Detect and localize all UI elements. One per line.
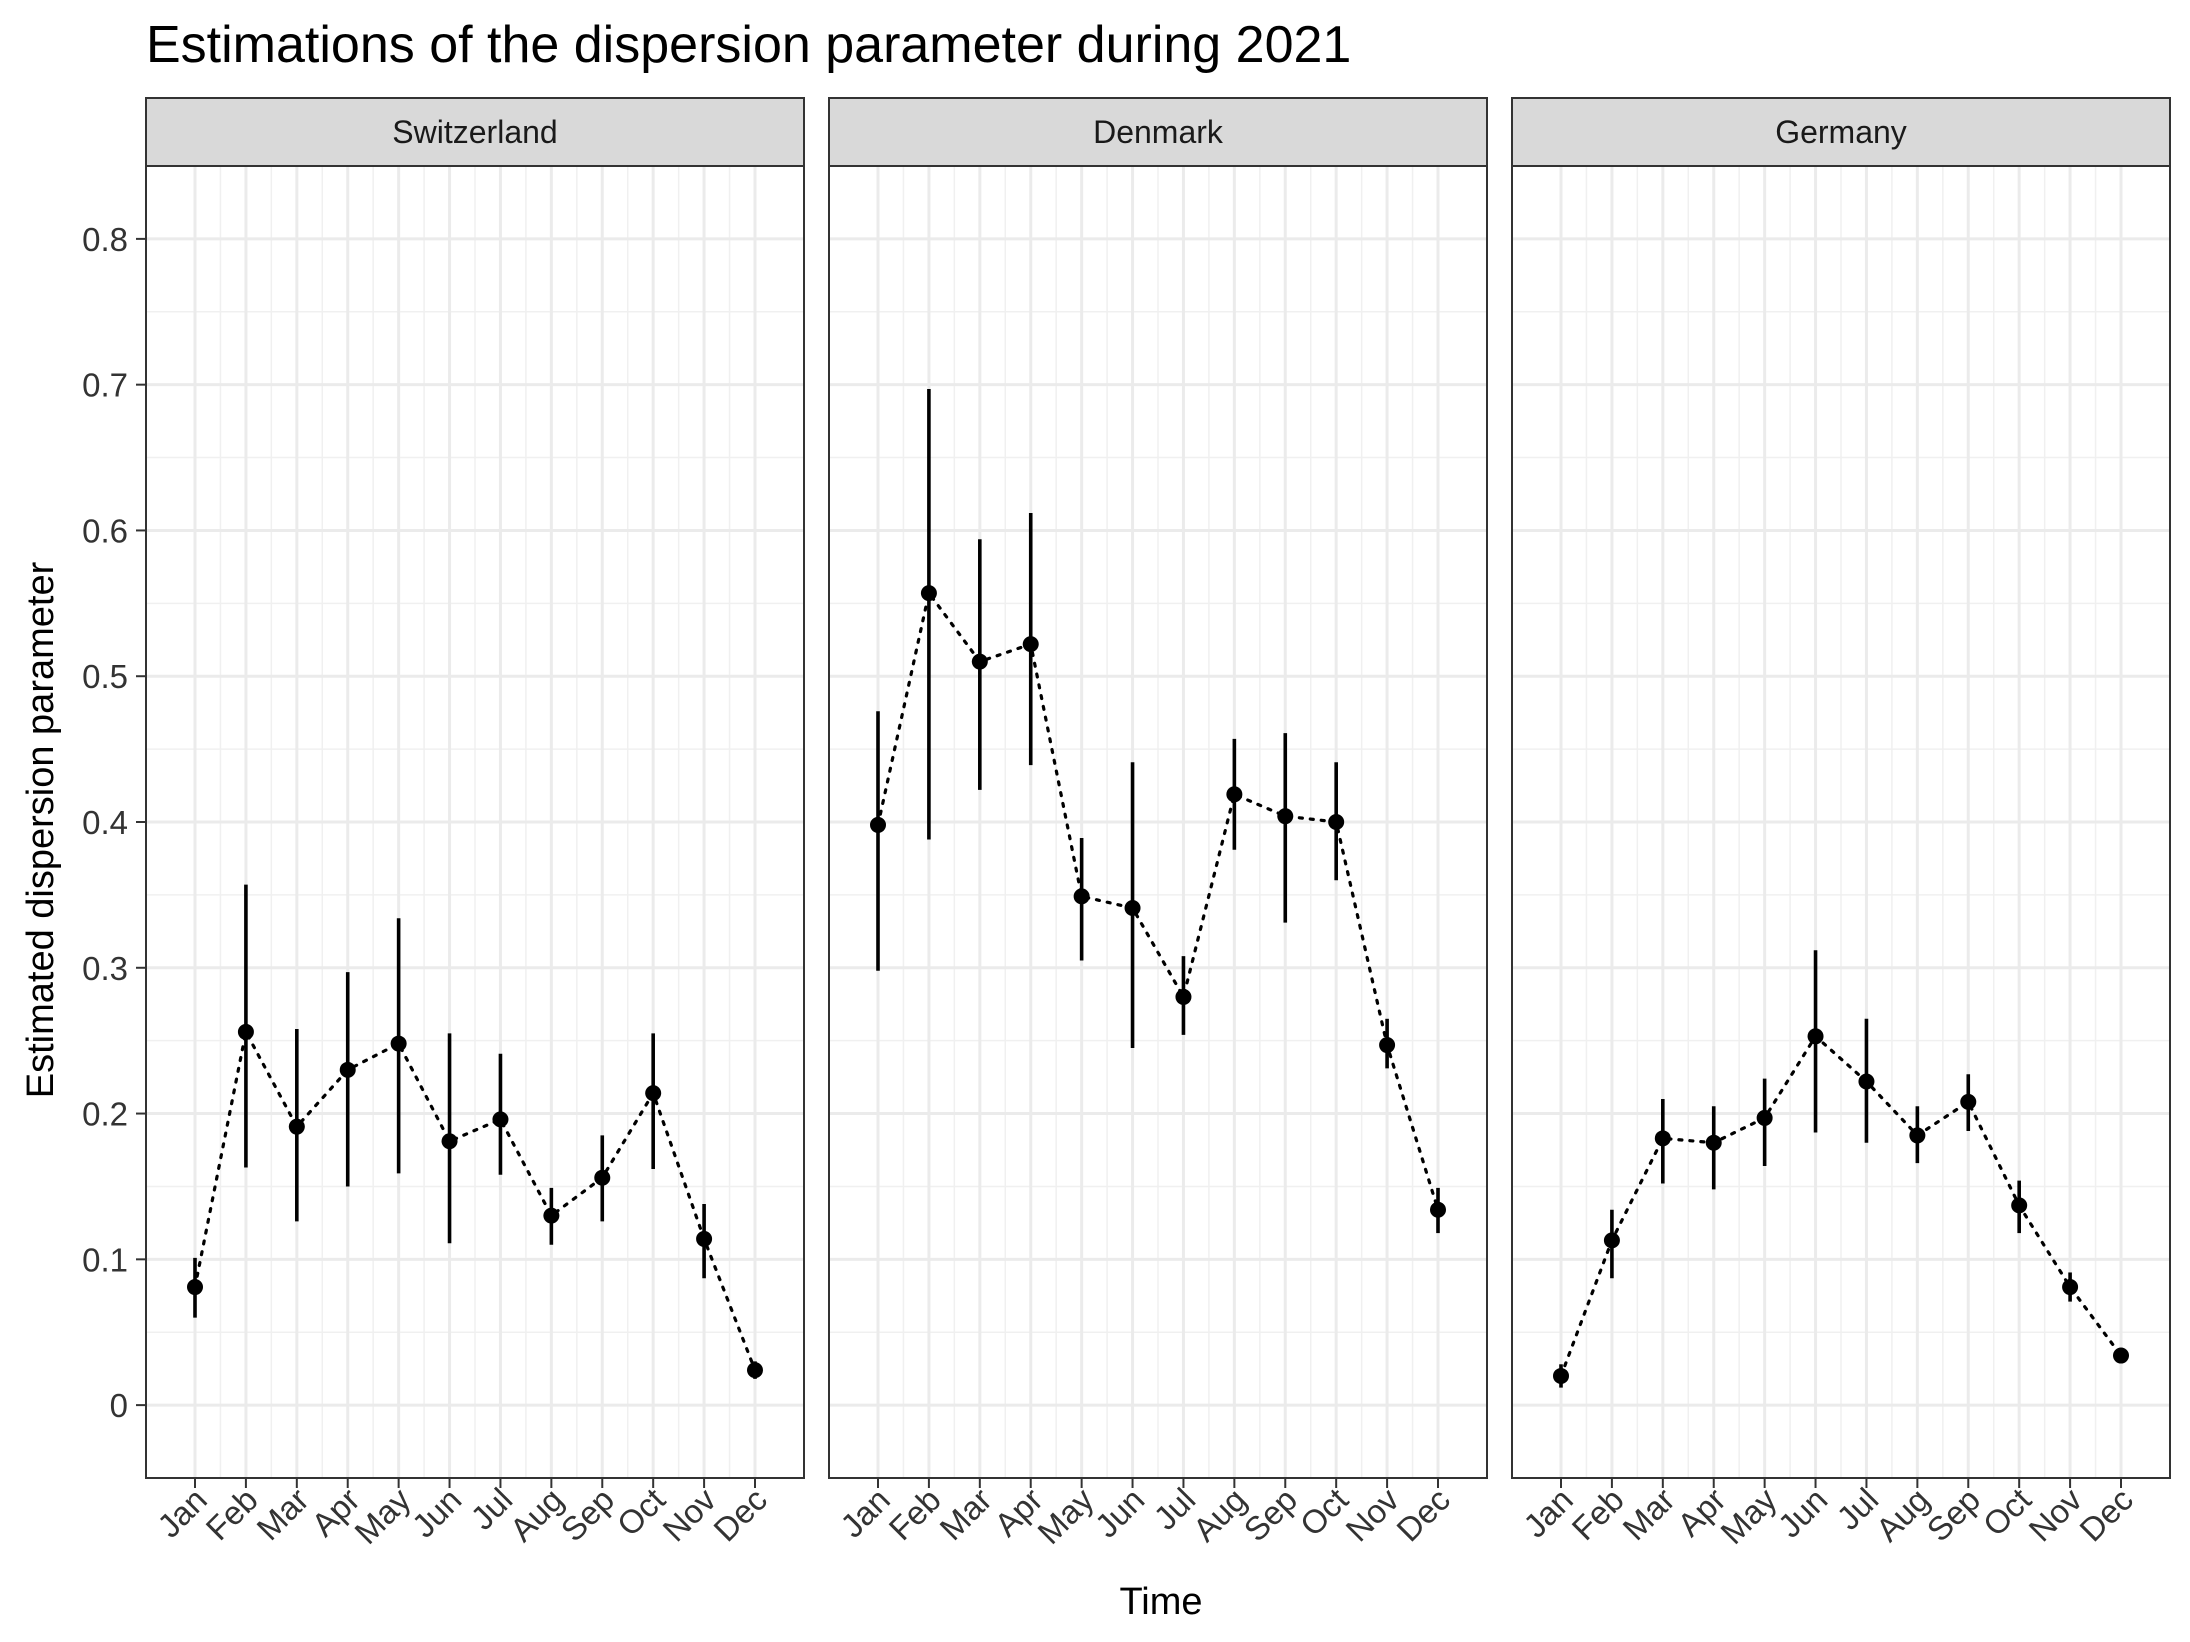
x-axis-label: Time [1119,1581,1202,1623]
facet-strip [828,97,1488,167]
panel-border [1511,165,2171,1479]
facet-panel-denmark: DenmarkJanFebMarAprMayJunJulAugSepOctNov… [828,97,1488,1551]
y-tick-label: 0.7 [82,367,128,404]
y-tick-label: 0.2 [82,1096,128,1133]
facet-strip [145,97,805,167]
data-point [920,585,937,602]
x-tick-label: Mar [932,1481,998,1547]
facet-panel-germany: GermanyJanFebMarAprMayJunJulAugSepOctNov… [1511,97,2171,1551]
chart-title: Estimations of the dispersion parameter … [146,16,1351,74]
y-tick-label: 0.1 [82,1241,128,1278]
data-point [1909,1127,1926,1144]
panel-border [145,165,805,1479]
data-point [696,1230,713,1247]
x-tick-label: Feb [198,1481,264,1547]
y-tick-label: 0.3 [82,950,128,987]
facet-panels: SwitzerlandJanFebMarAprMayJunJulAugSepOc… [145,97,2171,1551]
x-tick-label: Jun [1088,1481,1152,1545]
data-point [543,1207,560,1224]
data-point [1022,636,1039,653]
x-tick-label: Jan [150,1481,214,1545]
data-point [339,1061,356,1078]
y-axis: 0 0.1 0.2 0.3 0.4 0.5 0.6 0.7 0.8 [82,221,146,1424]
data-point [1705,1134,1722,1151]
x-tick-label: Jan [1516,1481,1580,1545]
x-tick-label: Oct [610,1481,672,1543]
x-tick-label: Feb [881,1481,947,1547]
data-point [594,1169,611,1186]
data-point [645,1085,662,1102]
data-point [1124,900,1141,917]
data-point [237,1023,254,1040]
x-tick-label: Dec [2072,1481,2140,1549]
data-point [2113,1347,2129,1364]
data-point [1430,1201,1446,1218]
series-line-denmark [876,589,1440,1212]
data-point [2011,1197,2028,1214]
y-tick-label: 0.8 [82,221,128,258]
panel-border [828,165,1488,1479]
x-tick-label: Mar [1615,1481,1681,1547]
data-point [1807,1028,1824,1045]
x-tick-label: Dec [706,1481,774,1549]
x-tick-label: Feb [1564,1481,1630,1547]
y-tick-label: 0.5 [82,658,128,695]
data-point [441,1133,458,1150]
data-point [187,1279,203,1296]
data-point [1379,1037,1396,1054]
series-line-switzerland [193,1027,757,1372]
facet-strip-label: Denmark [1093,114,1224,150]
y-tick-label: 0.4 [82,804,128,841]
data-point [971,653,988,670]
y-tick-label: 0 [110,1387,128,1424]
series-line-germany [1559,1033,2123,1378]
data-point [1073,888,1090,905]
x-tick-label: Dec [1389,1481,1457,1549]
data-point [1277,808,1294,825]
x-tick-label: Mar [249,1481,315,1547]
data-point [1603,1232,1620,1249]
data-point [492,1111,509,1128]
data-point [1175,988,1192,1005]
data-point [2062,1279,2079,1296]
data-point [1858,1073,1875,1090]
data-point [1226,786,1243,803]
data-point [1654,1130,1671,1147]
facet-strip-label: Germany [1775,114,1907,150]
data-point [1756,1109,1773,1126]
x-tick-label: Jun [405,1481,469,1545]
y-tick-label: 0.6 [82,512,128,549]
data-point [870,816,886,833]
x-tick-label: Jun [1771,1481,1835,1545]
data-point [390,1035,407,1052]
x-tick-label: Jan [833,1481,897,1545]
facet-strip-label: Switzerland [392,114,557,150]
y-axis-label: Estimated dispersion parameter [20,561,62,1098]
data-point [747,1362,763,1379]
facet-panel-switzerland: SwitzerlandJanFebMarAprMayJunJulAugSepOc… [145,97,805,1551]
data-point [1328,814,1345,830]
x-tick-label: Oct [1976,1481,2038,1543]
data-point [288,1118,305,1135]
x-tick-label: Oct [1293,1481,1355,1543]
data-point [1553,1367,1569,1384]
data-point [1960,1093,1977,1110]
